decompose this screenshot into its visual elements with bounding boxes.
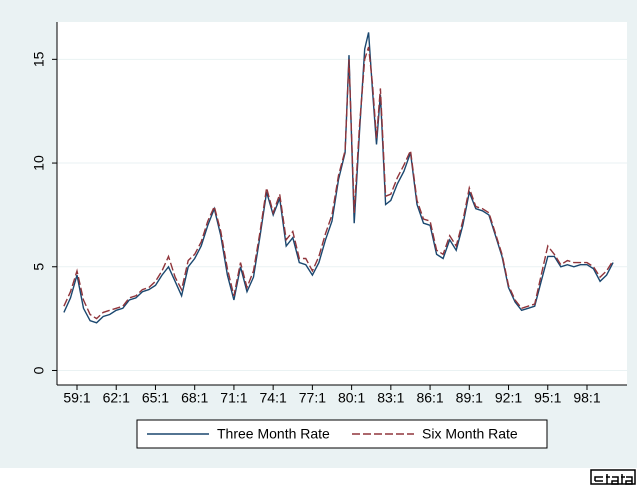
plot-area: [57, 22, 627, 385]
x-tick-label: 77:1: [299, 390, 326, 406]
x-tick-label: 98:1: [573, 390, 600, 406]
legend-label: Six Month Rate: [422, 426, 518, 442]
x-tick-label: 59:1: [63, 390, 90, 406]
x-tick-label: 80:1: [338, 390, 365, 406]
x-tick-label: 83:1: [377, 390, 404, 406]
x-tick-label: 71:1: [220, 390, 247, 406]
x-tick-label: 95:1: [534, 390, 561, 406]
y-tick-label: 10: [31, 155, 47, 171]
y-tick-label: 5: [31, 263, 47, 271]
x-tick-label: 89:1: [456, 390, 483, 406]
y-tick-label: 0: [31, 366, 47, 374]
x-tick-label: 92:1: [495, 390, 522, 406]
y-tick-label: 15: [31, 51, 47, 67]
legend-label: Three Month Rate: [217, 426, 330, 442]
stata-logo: [590, 469, 636, 485]
x-tick-label: 86:1: [416, 390, 443, 406]
line-series: [63, 46, 614, 320]
x-tick-label: 65:1: [142, 390, 169, 406]
x-tick-label: 62:1: [103, 390, 130, 406]
x-tick-label: 68:1: [181, 390, 208, 406]
x-tick-label: 74:1: [260, 390, 287, 406]
